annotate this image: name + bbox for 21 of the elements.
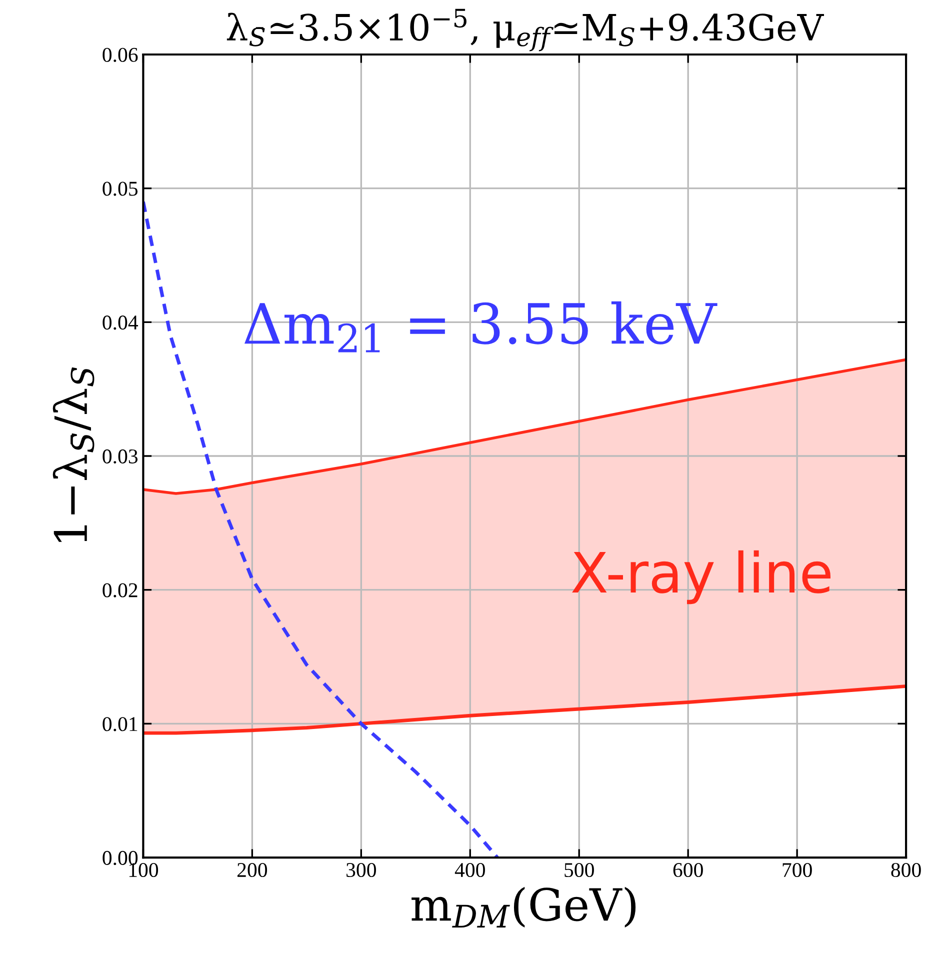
y-tick-label: 0.01 bbox=[102, 717, 138, 732]
x-tick-label: 100 bbox=[129, 862, 158, 878]
y-axis-title: 1−λ$_{S̄}$/λ$_{S}$ bbox=[52, 367, 94, 542]
chart-title: λ$_{S̄}$≃3.5×10$^{−5}$, μ$_{eff}$≃M$_{S}$+9.43GeV bbox=[226, 8, 824, 52]
x-tick-label: 200 bbox=[237, 862, 268, 878]
y-tick-label: 0.06 bbox=[102, 48, 138, 62]
annotation: X-ray line bbox=[572, 550, 830, 604]
x-axis-title: m$_{DM}$(GeV) bbox=[412, 886, 636, 928]
x-tick-label: 600 bbox=[673, 862, 703, 878]
line-series bbox=[143, 684, 906, 735]
annotation: Δm$_{21}$ = 3.55 keV bbox=[244, 301, 718, 352]
x-tick-label: 800 bbox=[891, 862, 921, 878]
x-tick-label: 300 bbox=[346, 862, 376, 878]
x-tick-label: 400 bbox=[454, 862, 485, 878]
y-tick-label: 0.04 bbox=[102, 316, 138, 330]
y-tick-label: 0.02 bbox=[102, 583, 138, 598]
x-tick-label: 500 bbox=[564, 862, 594, 878]
y-tick-label: 0.03 bbox=[102, 449, 138, 464]
y-tick-label: 0.00 bbox=[102, 850, 138, 866]
x-tick-label: 700 bbox=[782, 862, 812, 878]
y-tick-label: 0.05 bbox=[102, 182, 138, 196]
